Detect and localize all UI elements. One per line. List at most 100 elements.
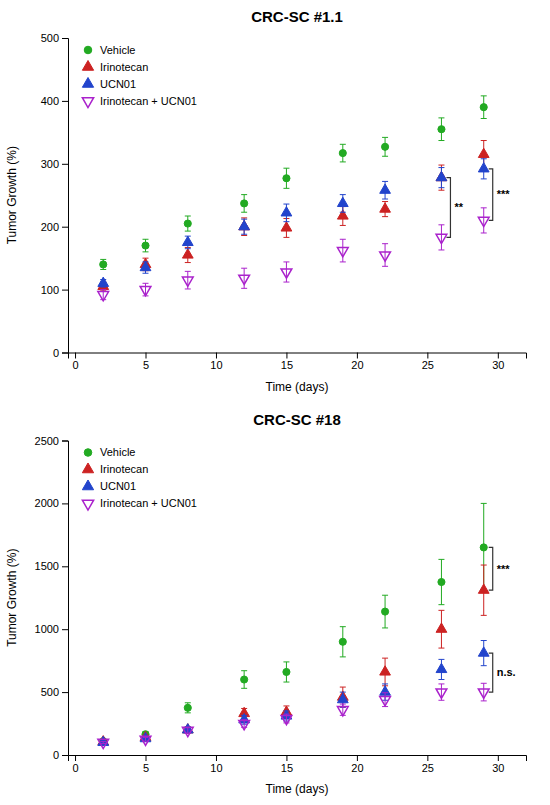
y-tick: 1500 <box>35 560 68 572</box>
error-cap <box>340 656 346 657</box>
error-cap <box>185 231 191 232</box>
marker <box>380 184 391 193</box>
error-cap <box>438 610 444 611</box>
tick-mark <box>75 353 76 359</box>
error-cap <box>283 714 289 715</box>
error-cap <box>100 741 106 742</box>
tick-mark <box>498 755 499 761</box>
error-cap <box>382 137 388 138</box>
error-bar <box>438 118 444 141</box>
error-cap <box>382 658 388 659</box>
x-tick: 15 <box>281 353 293 372</box>
error-bar <box>481 96 487 119</box>
marker <box>436 171 447 180</box>
y-tick: 400 <box>41 95 68 107</box>
tick-label: 500 <box>41 686 59 698</box>
error-cap <box>241 194 247 195</box>
marker <box>239 220 250 229</box>
tick-label: 30 <box>492 359 504 371</box>
error-cap <box>438 167 444 168</box>
marker <box>281 269 292 278</box>
error-cap <box>283 237 289 238</box>
error-cap <box>143 239 149 240</box>
error-cap <box>283 682 289 683</box>
error-cap <box>241 670 247 671</box>
error-line <box>385 244 386 267</box>
error-cap <box>241 212 247 213</box>
error-cap <box>241 688 247 689</box>
error-bar <box>382 595 388 628</box>
error-cap <box>382 199 388 200</box>
legend-symbol <box>82 77 93 87</box>
tick-label: 400 <box>41 95 59 107</box>
annotation: *** <box>497 188 511 200</box>
error-cap <box>481 178 487 179</box>
error-cap <box>438 604 444 605</box>
error-cap <box>438 117 444 118</box>
tick-mark <box>62 503 68 504</box>
marker <box>436 663 447 672</box>
tick-label: 1500 <box>35 560 59 572</box>
plot-area <box>98 503 489 748</box>
y-axis-title: Tumor Growth (%) <box>5 549 19 647</box>
tick-label: 5 <box>143 359 149 371</box>
error-cap <box>481 503 487 504</box>
error-line <box>483 208 484 233</box>
error-cap <box>382 683 388 684</box>
significance-bracket <box>489 653 493 692</box>
series <box>100 96 488 270</box>
marker <box>339 150 346 157</box>
tick-label: 300 <box>41 158 59 170</box>
marker <box>98 277 109 286</box>
figure: 0510152025300100200300400500CRC-SC #1.1T… <box>0 0 550 805</box>
y-tick: 500 <box>41 32 68 44</box>
legend-label: Irinotecan <box>100 61 148 73</box>
error-cap <box>438 700 444 701</box>
tick-mark <box>62 441 68 442</box>
marker <box>478 163 489 172</box>
marker <box>100 261 107 268</box>
error-cap <box>438 224 444 225</box>
tick-label: 25 <box>422 762 434 774</box>
error-cap <box>438 249 444 250</box>
y-tick: 1000 <box>35 623 68 635</box>
error-cap <box>100 289 106 290</box>
error-cap <box>283 261 289 262</box>
marker <box>182 727 193 736</box>
tick-mark <box>427 353 428 359</box>
error-cap <box>481 640 487 641</box>
error-cap <box>340 194 346 195</box>
y-axis-title: Tumor Growth (%) <box>5 146 19 244</box>
legend-label: Vehicle <box>100 446 135 458</box>
tick-label: 0 <box>72 359 78 371</box>
marker <box>478 689 489 698</box>
error-cap <box>185 702 191 703</box>
error-cap <box>481 700 487 701</box>
legend-item: UCN01 <box>82 77 136 89</box>
marker <box>436 689 447 698</box>
legend-label: Irinotecan + UCN01 <box>100 497 197 509</box>
error-bar <box>283 662 289 682</box>
y-tick: 300 <box>41 158 68 170</box>
marker <box>438 126 445 133</box>
legend: VehicleIrinotecanUCN01Irinotecan + UCN01 <box>82 44 197 108</box>
legend-label: Irinotecan <box>100 463 148 475</box>
error-cap <box>382 243 388 244</box>
series <box>98 641 489 746</box>
legend-item: Vehicle <box>84 44 135 56</box>
error-cap <box>481 207 487 208</box>
tick-mark <box>75 755 76 761</box>
y-axis: 0100200300400500 <box>41 32 69 359</box>
marker <box>98 292 109 301</box>
marker <box>281 222 292 231</box>
legend-label: UCN01 <box>100 78 136 90</box>
y-tick: 0 <box>53 749 68 761</box>
error-cap <box>481 140 487 141</box>
x-axis: 051015202530 <box>69 755 527 774</box>
legend-item: Irinotecan <box>82 463 148 475</box>
tick-mark <box>62 227 68 228</box>
x-tick: 15 <box>281 755 293 774</box>
error-cap <box>481 95 487 96</box>
error-cap <box>283 661 289 662</box>
error-cap <box>185 262 191 263</box>
